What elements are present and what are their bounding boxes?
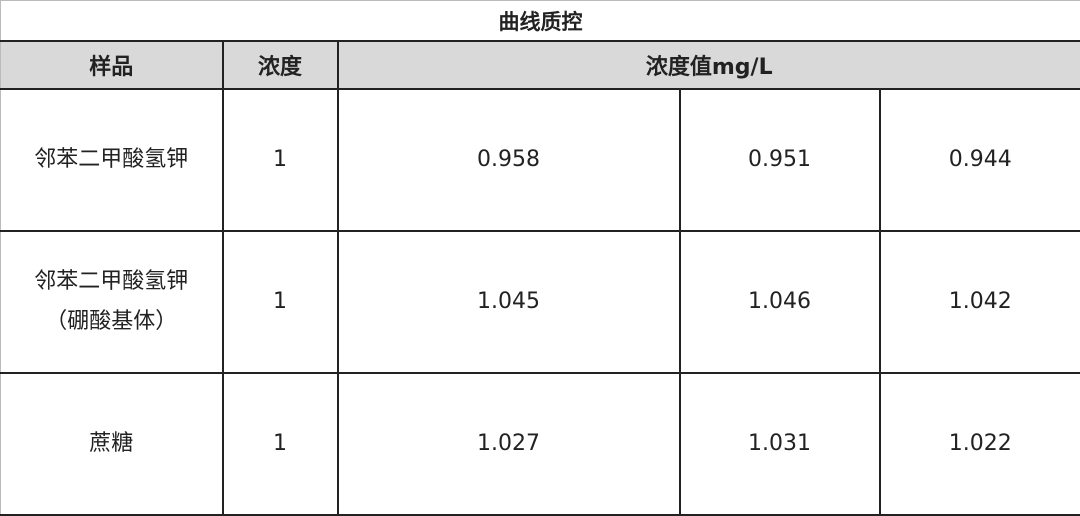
value-cell: 1.045 [338, 231, 680, 373]
sample-cell: 蔗糖 [1, 373, 223, 515]
sample-cell: 邻苯二甲酸氢钾 [1, 89, 223, 231]
value-cell: 1.042 [880, 231, 1080, 373]
sample-name: 邻苯二甲酸氢钾 [1, 140, 222, 180]
value-cell: 0.958 [338, 89, 680, 231]
concentration-cell: 1 [223, 373, 338, 515]
value-cell: 0.944 [880, 89, 1080, 231]
sample-name: 蔗糖 [1, 424, 222, 464]
header-values: 浓度值mg/L [338, 41, 1080, 89]
concentration-cell: 1 [223, 89, 338, 231]
table-row: 蔗糖 1 1.027 1.031 1.022 [1, 373, 1080, 515]
table-row: 邻苯二甲酸氢钾 （硼酸基体） 1 1.045 1.046 1.042 [1, 231, 1080, 373]
table-row: 邻苯二甲酸氢钾 1 0.958 0.951 0.944 [1, 89, 1080, 231]
sample-note: （硼酸基体） [1, 302, 222, 342]
value-cell: 1.031 [680, 373, 880, 515]
sample-cell: 邻苯二甲酸氢钾 （硼酸基体） [1, 231, 223, 373]
header-sample: 样品 [1, 41, 223, 89]
header-concentration: 浓度 [223, 41, 338, 89]
sample-name: 邻苯二甲酸氢钾 [1, 262, 222, 302]
value-cell: 1.022 [880, 373, 1080, 515]
table-title: 曲线质控 [1, 1, 1080, 42]
value-cell: 1.027 [338, 373, 680, 515]
header-row: 样品 浓度 浓度值mg/L [1, 41, 1080, 89]
concentration-cell: 1 [223, 231, 338, 373]
value-cell: 1.046 [680, 231, 880, 373]
title-row: 曲线质控 [1, 1, 1080, 42]
value-cell: 0.951 [680, 89, 880, 231]
